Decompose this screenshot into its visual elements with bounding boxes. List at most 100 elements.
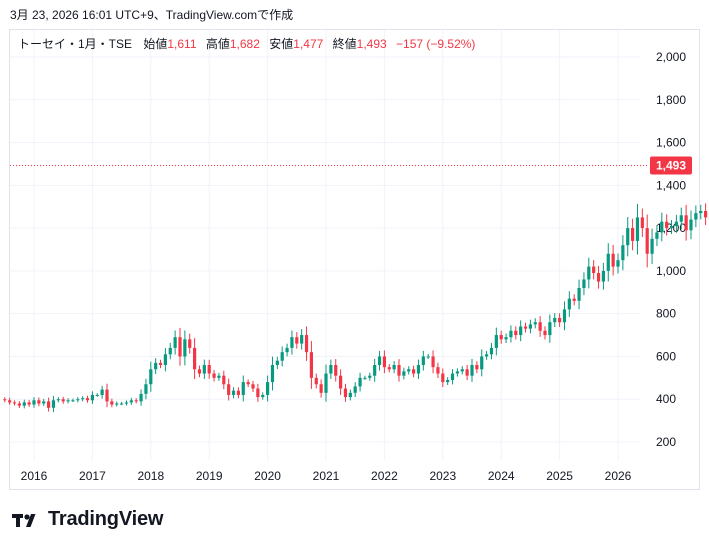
candle-body [241,382,245,395]
candle-body [650,238,654,254]
candle-body [669,225,674,229]
candle-body [280,352,284,361]
candle-body [295,337,299,344]
symbol-label[interactable]: トーセイ・1月・TSE [18,37,133,51]
candle-body [436,367,440,374]
candlestick-chart[interactable]: 2004006008001,0001,2001,4001,6001,8002,0… [0,0,709,500]
y-tick-label: 200 [656,435,676,449]
candle-body [207,365,211,374]
candle-body [85,398,90,401]
candle-body [416,365,421,374]
x-tick-label: 2021 [313,469,340,483]
tradingview-logo[interactable]: TradingView [12,508,163,531]
candle-body [450,373,455,380]
candle-body [543,330,547,336]
tradingview-logo-icon [12,513,36,527]
x-tick-label: 2018 [137,469,164,483]
candle-body [324,373,328,393]
close-label: 終値 [332,37,357,51]
candle-body [304,335,309,353]
candle-body [71,400,75,402]
y-tick-label: 1,400 [656,178,686,192]
candle-body [212,373,216,378]
candle-body [120,403,124,405]
x-tick-label: 2019 [196,469,223,483]
candle-body [329,365,333,374]
y-tick-label: 1,000 [656,264,686,278]
candle-body [76,399,80,401]
candle-body [61,399,65,402]
candle-body [266,382,270,395]
candle-body [115,403,119,405]
change-value: −157 (−9.52%) [396,37,476,51]
candle-body [236,390,240,395]
x-tick-label: 2022 [371,469,398,483]
low-label: 安値 [269,37,294,51]
candle-body [382,356,386,368]
close-value: 1,493 [356,37,387,51]
candle-body [90,394,94,401]
candle-body [665,221,669,229]
candle-body [188,339,192,348]
candle-body [397,365,401,376]
candle-body [523,326,528,329]
candle-body [339,375,343,389]
candle-body [8,400,12,403]
candle-body [587,266,591,280]
candle-body [163,354,167,365]
candle-body [32,400,36,405]
candle-body [392,365,396,370]
x-tick-label: 2020 [254,469,281,483]
candle-body [343,388,348,398]
candle-body [699,211,703,214]
candle-body [674,221,678,226]
candle-body [446,379,450,383]
candle-body [635,217,640,241]
x-tick-label: 2024 [488,469,515,483]
candle-body [460,369,464,372]
open-value: 1,611 [167,37,197,51]
y-tick-label: 600 [656,349,676,363]
candle-body [144,384,148,394]
candle-body [47,401,51,408]
candle-body [17,403,21,406]
ohlc-legend: トーセイ・1月・TSE 始値1,611 高値1,682 安値1,477 終値1,… [18,35,481,52]
last-price-badge [650,156,692,175]
candle-body [704,211,708,218]
candle-body [246,382,250,385]
candle-body [596,273,601,282]
candle-body [455,371,459,374]
candle-body [231,390,236,395]
x-tick-label: 2016 [21,469,48,483]
candle-body [577,288,581,301]
candle-body [616,260,620,267]
candle-body [660,221,664,233]
candle-body [314,377,318,385]
candle-body [42,401,46,404]
x-tick-label: 2023 [429,469,456,483]
candle-body [27,402,31,405]
candle-body [173,337,177,348]
candle-body [514,330,518,336]
candle-body [465,369,469,376]
candle-body [499,335,503,340]
x-tick-label: 2026 [605,469,632,483]
candle-body [158,362,163,365]
chart-panel[interactable] [9,29,700,490]
candle-body [51,400,56,408]
candle-body [129,400,133,403]
candle-body [504,337,508,340]
candle-body [548,322,552,336]
candle-body [621,245,625,261]
candle-body [95,394,99,396]
chart-caption: 3月 23, 2026 16:01 UTC+9、TradingView.comで… [10,8,294,22]
candle-body [407,369,411,372]
candle-body [139,393,143,402]
candle-body [66,400,70,402]
candle-body [645,228,649,254]
candle-body [178,337,182,357]
candle-body [227,384,231,395]
candle-body [363,377,367,379]
candle-body [251,384,255,389]
candle-body [100,389,104,395]
